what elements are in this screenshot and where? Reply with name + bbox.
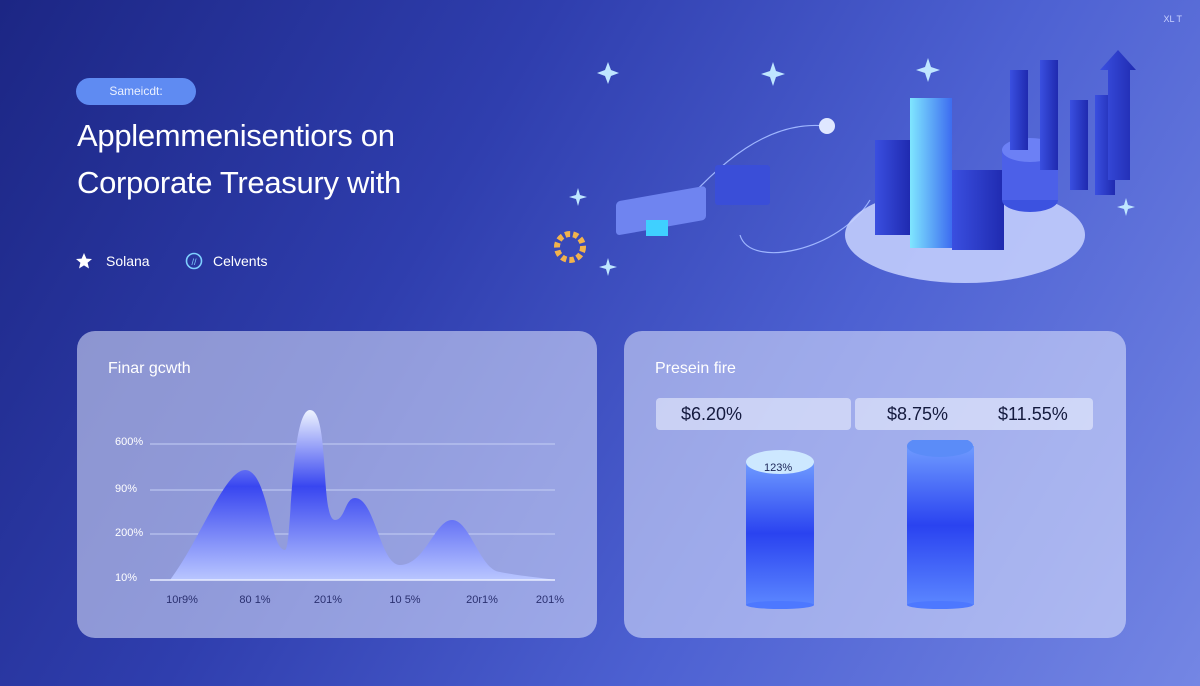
- x-label: 10r9%: [166, 594, 198, 606]
- card-title: Finar gcwth: [108, 360, 191, 377]
- rates-card: [624, 331, 1126, 638]
- cylinder-label: 123%: [764, 462, 793, 474]
- badge[interactable]: Sameicdt:: [76, 78, 196, 105]
- stat-value: $6.20%: [681, 404, 743, 424]
- x-label: 10 5%: [389, 594, 421, 606]
- illustration: [554, 50, 1136, 283]
- stat-value: $8.75%: [887, 404, 949, 424]
- growth-card: [77, 331, 597, 638]
- stat-value: $11.55%: [998, 404, 1068, 424]
- y-label: 10%: [115, 572, 138, 584]
- tag[interactable]: Celvents: [213, 253, 268, 269]
- tag[interactable]: Solana: [106, 253, 150, 269]
- svg-text://: //: [191, 257, 197, 267]
- x-label: 201%: [313, 594, 343, 606]
- y-label: 600%: [115, 436, 144, 448]
- stat-strip: [855, 398, 1093, 430]
- stat-strip: [656, 398, 851, 430]
- coin-icon: //: [185, 252, 203, 270]
- y-label: 200%: [115, 527, 144, 539]
- corner-label: XL T: [1163, 14, 1182, 24]
- x-label: 80 1%: [239, 594, 271, 606]
- title-line: Corporate Treasury with: [77, 165, 401, 200]
- title-line: Applemmenisentiors on: [77, 118, 395, 153]
- x-label: 201%: [535, 594, 565, 606]
- card-title: Presein fire: [655, 360, 736, 377]
- cylinders: [746, 440, 974, 609]
- area-chart: [150, 410, 555, 581]
- star-icon: [76, 253, 92, 269]
- x-label: 20r1%: [466, 594, 498, 606]
- y-label: 90%: [115, 483, 138, 495]
